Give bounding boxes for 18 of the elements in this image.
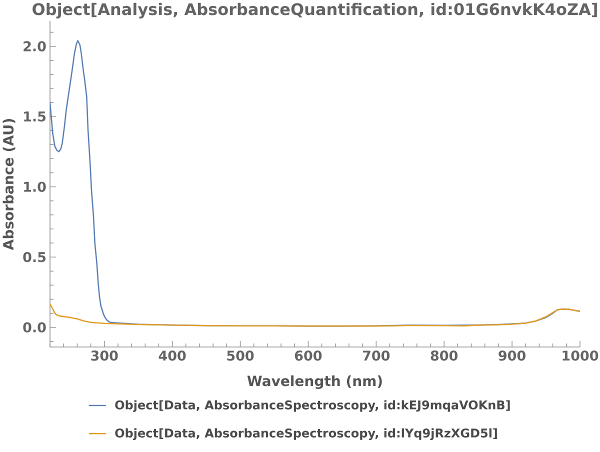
y-tick-label: 0.0 — [23, 322, 46, 332]
x-tick-label: 300 — [91, 350, 118, 361]
y-tick-label: 2.0 — [24, 41, 46, 52]
x-tick-label: 500 — [227, 350, 254, 361]
y-tick-label: 0.5 — [23, 252, 46, 262]
x-tick-label: 1000 — [562, 350, 598, 361]
x-axis-title: Wavelength (nm) — [247, 375, 382, 390]
y-axis-title: Absorbance (AU) — [2, 118, 16, 250]
y-tick-label: 1.0 — [24, 182, 46, 192]
y-tick-label: 1.5 — [24, 112, 46, 122]
x-tick-label: 400 — [158, 350, 186, 361]
chart-title: Object[Analysis, AbsorbanceQuantification, id:01G6nvkK4oZA] — [32, 2, 597, 18]
x-tick-label: 900 — [498, 350, 526, 361]
x-tick-label: 600 — [294, 350, 322, 361]
x-tick-label: 800 — [430, 350, 458, 361]
x-tick-label: 700 — [362, 350, 390, 361]
legend-label: Object[Data, AbsorbanceSpectroscopy, id:kEJ9mqaVOKnB] — [115, 400, 510, 412]
legend-label: Object[Data, AbsorbanceSpectroscopy, id:lYq9jRzXGD5l] — [115, 428, 497, 440]
